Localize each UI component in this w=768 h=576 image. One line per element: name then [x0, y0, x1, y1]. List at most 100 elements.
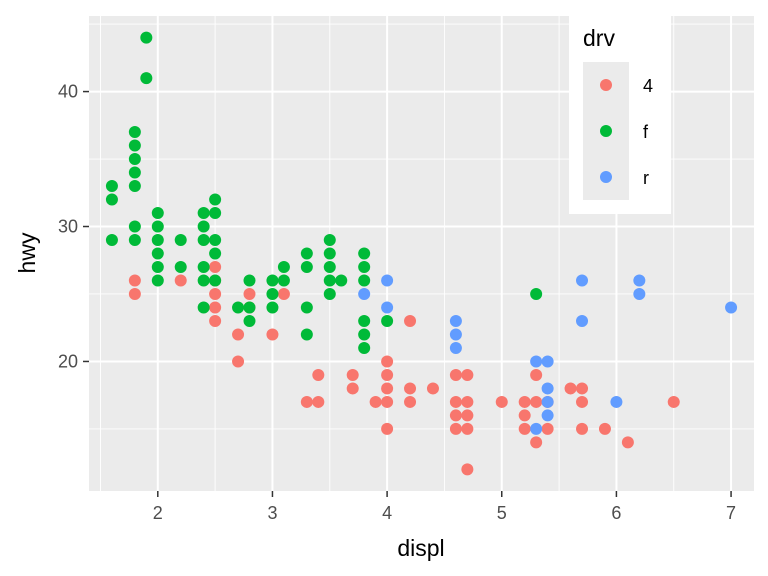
data-point	[667, 395, 680, 408]
data-point	[461, 463, 474, 476]
data-point	[151, 207, 164, 220]
data-point	[541, 355, 554, 368]
data-point	[449, 314, 462, 327]
data-point	[323, 247, 336, 260]
data-point	[266, 274, 279, 287]
data-point	[197, 260, 210, 273]
data-point	[174, 274, 187, 287]
data-point	[358, 328, 371, 341]
data-point	[346, 368, 359, 381]
data-point	[633, 287, 646, 300]
data-point	[358, 247, 371, 260]
data-point	[381, 382, 394, 395]
data-point	[151, 220, 164, 233]
data-point	[300, 260, 313, 273]
data-point	[449, 422, 462, 435]
data-point	[174, 260, 187, 273]
data-point	[381, 422, 394, 435]
data-point	[358, 287, 371, 300]
legend-entries: 4 f r	[583, 62, 653, 200]
data-point	[300, 395, 313, 408]
data-point	[598, 422, 611, 435]
data-point	[128, 274, 141, 287]
data-point	[128, 139, 141, 152]
data-point	[381, 274, 394, 287]
data-point	[518, 409, 531, 422]
data-point	[128, 220, 141, 233]
data-point	[277, 287, 290, 300]
data-point	[323, 287, 336, 300]
y-tick-label: 20	[58, 351, 78, 371]
data-point	[576, 395, 589, 408]
data-point	[495, 395, 508, 408]
data-point	[404, 382, 417, 395]
data-point	[381, 355, 394, 368]
data-point	[197, 207, 210, 220]
legend-key-point	[600, 171, 612, 183]
x-tick-label: 6	[611, 503, 621, 523]
data-point	[105, 193, 118, 206]
data-point	[576, 422, 589, 435]
legend-label: 4	[643, 76, 653, 96]
data-point	[151, 260, 164, 273]
data-point	[128, 287, 141, 300]
data-point	[381, 395, 394, 408]
legend-entry: f	[583, 108, 649, 154]
data-point	[128, 126, 141, 139]
data-point	[323, 234, 336, 247]
data-point	[461, 395, 474, 408]
data-point	[358, 274, 371, 287]
legend-entry: 4	[583, 62, 653, 108]
x-tick-label: 7	[726, 503, 736, 523]
data-point	[541, 382, 554, 395]
data-point	[610, 395, 623, 408]
data-point	[140, 31, 153, 44]
data-point	[633, 274, 646, 287]
data-point	[576, 382, 589, 395]
data-point	[621, 436, 634, 449]
x-tick-label: 2	[153, 503, 163, 523]
data-point	[461, 368, 474, 381]
data-point	[243, 314, 256, 327]
data-point	[174, 234, 187, 247]
legend: drv 4 f r	[569, 14, 671, 214]
data-point	[209, 287, 222, 300]
data-point	[518, 395, 531, 408]
data-point	[335, 274, 348, 287]
data-point	[197, 220, 210, 233]
data-point	[197, 274, 210, 287]
data-point	[151, 247, 164, 260]
data-point	[530, 395, 543, 408]
data-point	[140, 72, 153, 85]
data-point	[243, 287, 256, 300]
legend-title: drv	[583, 25, 615, 51]
data-point	[461, 409, 474, 422]
data-point	[209, 314, 222, 327]
data-points	[105, 31, 738, 476]
data-point	[358, 341, 371, 354]
data-point	[300, 328, 313, 341]
data-point	[209, 260, 222, 273]
data-point	[312, 395, 325, 408]
data-point	[209, 207, 222, 220]
data-point	[346, 382, 359, 395]
data-point	[105, 234, 118, 247]
data-point	[369, 395, 382, 408]
data-point	[381, 314, 394, 327]
data-point	[541, 395, 554, 408]
x-tick-label: 4	[382, 503, 392, 523]
legend-entry: r	[583, 154, 649, 200]
data-point	[300, 301, 313, 314]
data-point	[530, 287, 543, 300]
y-tick-label: 40	[58, 82, 78, 102]
x-axis-title: displ	[397, 535, 444, 561]
data-point	[541, 409, 554, 422]
y-axis: 20 30 40	[58, 82, 89, 371]
data-point	[530, 368, 543, 381]
data-point	[518, 422, 531, 435]
data-point	[266, 287, 279, 300]
data-point	[404, 395, 417, 408]
data-point	[541, 422, 554, 435]
data-point	[151, 234, 164, 247]
